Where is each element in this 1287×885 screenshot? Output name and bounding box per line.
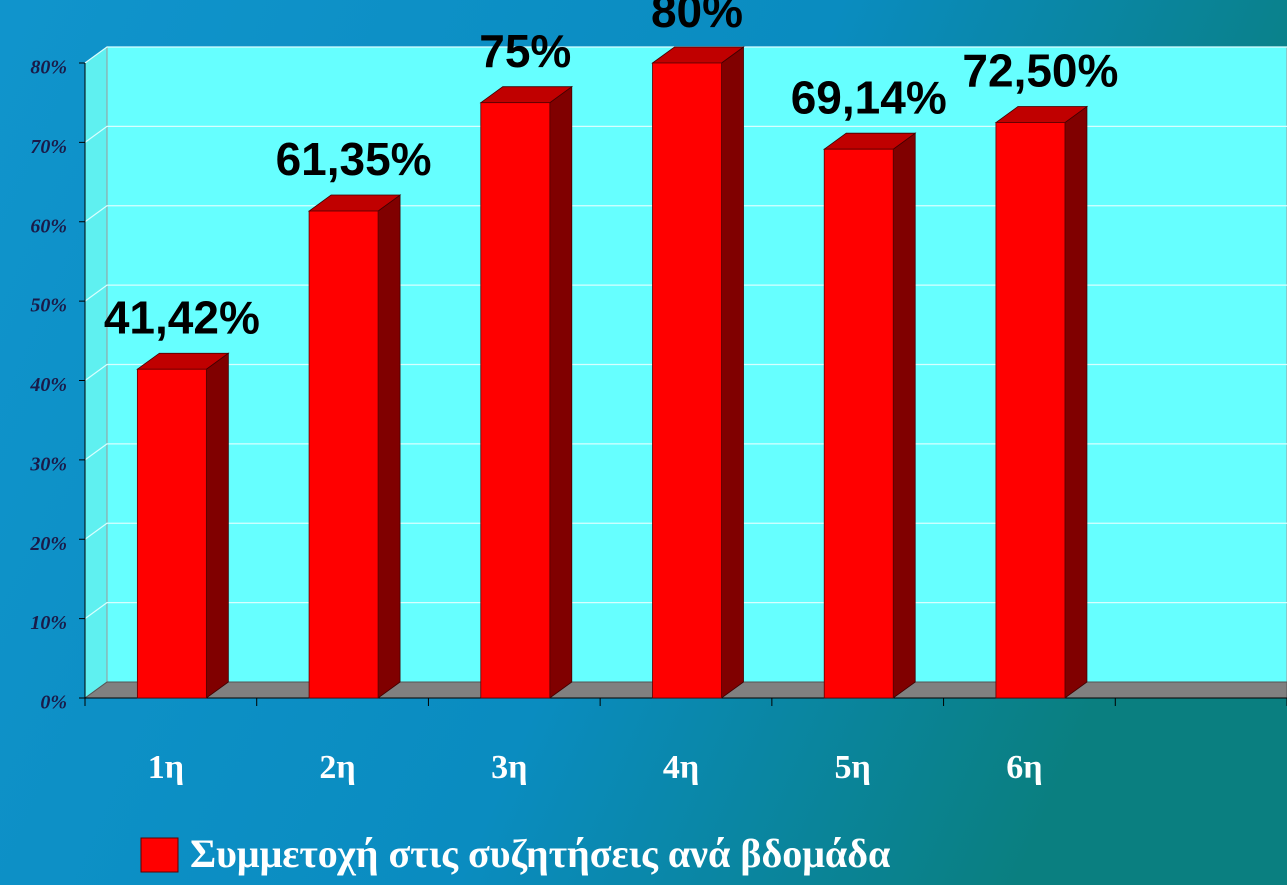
- bar: [479, 85, 574, 699]
- x-tick-label: 5η: [835, 749, 871, 786]
- value-label: 80%: [651, 0, 743, 37]
- bar-side: [205, 352, 229, 699]
- x-tick-label: 4η: [663, 749, 699, 786]
- bar-side: [549, 85, 573, 699]
- bar: [651, 46, 745, 699]
- grid-line: [84, 46, 1287, 64]
- value-label: 72,50%: [962, 45, 1118, 97]
- bar-front: [136, 368, 207, 699]
- value-label: 69,14%: [791, 71, 947, 123]
- x-tick-label: 2η: [319, 749, 355, 786]
- bar-front: [480, 102, 551, 699]
- y-tick-label: 70%: [30, 136, 67, 158]
- value-label: 75%: [479, 25, 571, 77]
- y-tick-label: 20%: [29, 533, 67, 555]
- value-label: 61,35%: [276, 133, 432, 185]
- y-tick-label: 50%: [30, 295, 67, 317]
- bar-front: [823, 148, 894, 699]
- bar-front: [308, 210, 379, 699]
- bar-side: [1064, 105, 1088, 699]
- y-tick-label: 30%: [29, 453, 67, 475]
- x-tick-label: 1η: [148, 749, 184, 786]
- bar-front: [995, 122, 1066, 699]
- bar-front: [652, 62, 722, 699]
- y-tick-label: 0%: [40, 692, 67, 714]
- value-label: 41,42%: [104, 291, 260, 343]
- bar-side: [377, 194, 401, 699]
- bar: [994, 105, 1089, 699]
- x-tick-label: 3η: [491, 749, 527, 786]
- bar-side: [721, 46, 744, 699]
- bar: [136, 352, 230, 699]
- legend-swatch: [140, 837, 179, 873]
- y-tick-label: 80%: [30, 57, 67, 79]
- y-tick-label: 10%: [30, 612, 67, 634]
- legend-label: Συμμετοχή στις συζητήσεις ανά βδομάδα: [190, 831, 890, 876]
- bar: [822, 132, 917, 699]
- x-tick-label: 6η: [1006, 749, 1042, 786]
- grid-line: [84, 125, 1287, 143]
- y-tick-label: 60%: [30, 215, 67, 237]
- bar: [307, 194, 402, 699]
- y-tick-label: 40%: [29, 374, 67, 396]
- bar-side: [892, 132, 916, 699]
